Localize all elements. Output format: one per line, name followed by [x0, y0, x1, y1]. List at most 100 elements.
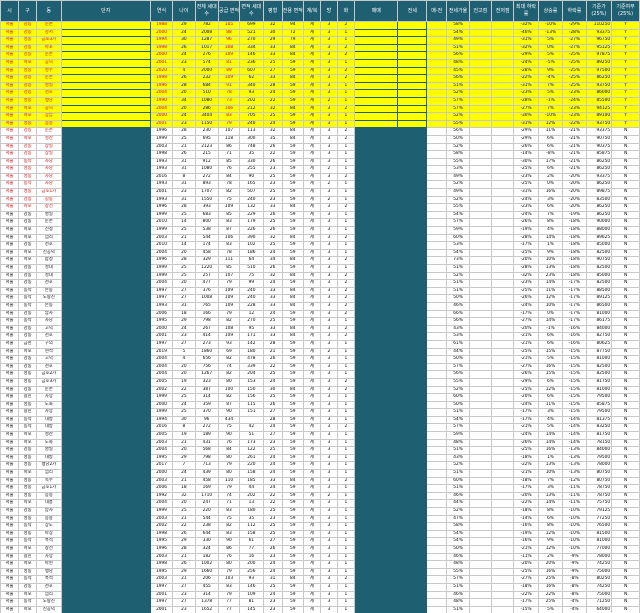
cell-baths[interactable]: 1: [336, 598, 355, 607]
cell-jeonse-rate[interactable]: 49%: [446, 188, 470, 197]
cell-pyeong[interactable]: 34: [262, 256, 283, 265]
cell-pyeong[interactable]: 33: [262, 286, 283, 296]
cell-maemae[interactable]: [353, 355, 399, 364]
cell-pyeong[interactable]: 32: [262, 233, 283, 243]
cell-year[interactable]: 1988: [149, 21, 174, 30]
cell-gu[interactable]: 마포: [18, 256, 38, 265]
cell-jeonse[interactable]: [397, 332, 428, 341]
cell-dong[interactable]: 길동: [36, 195, 62, 205]
cell-gu[interactable]: 마포: [18, 203, 38, 212]
cell-maemae[interactable]: [353, 279, 399, 288]
cell-stairs[interactable]: 계: [302, 279, 321, 288]
cell-exclusive-area[interactable]: 113: [239, 127, 264, 136]
cell-exclusive-area[interactable]: 151: [239, 408, 264, 417]
cell-jeonse-rate[interactable]: 52%: [446, 507, 470, 516]
cell-exclusive-area[interactable]: 240: [239, 119, 264, 129]
table-row[interactable]: 서울 마포 대흥 2004 20 247 71 13 22 59 계 3 1 44% -22% 14% -11%…: [0, 499, 640, 508]
cell-year[interactable]: 1994: [149, 36, 174, 45]
cell-base-yn[interactable]: N: [611, 301, 640, 311]
cell-gap[interactable]: [426, 362, 448, 372]
cell-si[interactable]: 서울: [0, 210, 20, 220]
cell-stairs[interactable]: 계: [302, 507, 321, 516]
cell-max-drop[interactable]: -18%: [513, 507, 539, 516]
table-row[interactable]: 서울 강동 명일 1996 28 684 91 340 28 59 계 3 1 51% -31% 7% -25%…: [0, 81, 640, 91]
cell-supply-area[interactable]: 79: [217, 590, 241, 600]
cell-baths[interactable]: 1: [336, 393, 355, 402]
cell-jeonse-rate[interactable]: 51%: [446, 43, 470, 53]
cell-si[interactable]: 서울: [0, 256, 20, 265]
cell-down-rate[interactable]: -25%: [562, 81, 587, 91]
cell-jeonse-rate[interactable]: 66%: [446, 309, 470, 319]
cell-gap[interactable]: [426, 58, 448, 68]
cell-maemae[interactable]: [353, 552, 399, 562]
cell-gap[interactable]: [426, 347, 448, 357]
table-row[interactable]: 서울 동작 본동 1993 31 765 109 228 33 84 계 3 2 46% -24% 10% -1…: [0, 301, 640, 311]
cell-pyeong[interactable]: 25: [262, 582, 283, 592]
cell-maemae[interactable]: [353, 165, 399, 174]
cell-jeonse-rate[interactable]: 46%: [446, 552, 470, 562]
cell-up-rate[interactable]: 5%: [537, 605, 564, 613]
cell-danji[interactable]: [60, 96, 151, 106]
cell-supply-area[interactable]: 79: [217, 484, 241, 493]
cell-exclusive-pyeong[interactable]: 59: [281, 112, 304, 121]
cell-gu[interactable]: 성동: [18, 461, 38, 471]
cell-base-price[interactable]: 79500: [585, 408, 613, 417]
cell-gu[interactable]: 광진: [18, 552, 38, 562]
cell-si[interactable]: 서울: [0, 21, 20, 30]
cell-danji[interactable]: [60, 522, 151, 531]
cell-jeonse-lowest[interactable]: [468, 203, 493, 212]
cell-maemae[interactable]: [353, 522, 399, 531]
cell-exclusive-area[interactable]: 173: [239, 438, 264, 448]
cell-jeonse[interactable]: [397, 127, 428, 136]
cell-jeonse-rate[interactable]: 53%: [446, 165, 470, 174]
cell-age[interactable]: 29: [172, 317, 196, 326]
cell-base-yn[interactable]: N: [611, 355, 640, 364]
cell-exclusive-pyeong[interactable]: 59: [281, 393, 304, 402]
cell-down-rate[interactable]: -8%: [562, 590, 587, 600]
cell-year[interactable]: 2004: [149, 355, 174, 364]
cell-stairs[interactable]: 계: [302, 582, 321, 592]
cell-stairs[interactable]: 계: [302, 218, 321, 228]
cell-baths[interactable]: 2: [336, 476, 355, 486]
cell-base-yn[interactable]: N: [611, 210, 640, 220]
cell-base-yn[interactable]: N: [611, 544, 640, 554]
cell-age[interactable]: 27: [172, 598, 196, 607]
cell-baths[interactable]: 1: [336, 157, 355, 167]
cell-maemae[interactable]: [353, 96, 399, 106]
cell-dong[interactable]: 신정: [36, 226, 62, 235]
cell-pyeong[interactable]: 24: [262, 248, 283, 258]
cell-jeonse-lowest[interactable]: [468, 431, 493, 440]
cell-year[interactable]: 2000: [149, 51, 174, 60]
cell-jeonse-lowest[interactable]: [468, 499, 493, 508]
cell-jeonse-ratio[interactable]: [490, 491, 515, 501]
cell-danji[interactable]: [60, 309, 151, 319]
cell-age[interactable]: 28: [172, 81, 196, 91]
cell-stairs[interactable]: 계: [302, 461, 321, 471]
cell-jeonse-ratio[interactable]: [490, 582, 515, 592]
cell-jeonse-ratio[interactable]: [490, 552, 515, 562]
cell-base-yn[interactable]: N: [611, 157, 640, 167]
cell-up-rate[interactable]: 14%: [537, 233, 564, 243]
cell-danji[interactable]: [60, 51, 151, 60]
cell-up-rate[interactable]: 6%: [537, 393, 564, 402]
cell-base-price[interactable]: 95125: [585, 43, 613, 53]
cell-pyeong[interactable]: 22: [262, 150, 283, 159]
cell-down-rate[interactable]: -15%: [562, 385, 587, 395]
cell-si[interactable]: 서울: [0, 400, 20, 410]
cell-down-rate[interactable]: -20%: [562, 180, 587, 190]
cell-base-yn[interactable]: N: [611, 165, 640, 174]
cell-supply-area[interactable]: 111: [217, 256, 241, 265]
cell-age[interactable]: 23: [172, 332, 196, 341]
cell-stairs[interactable]: 계: [302, 355, 321, 364]
cell-stairs[interactable]: 계: [302, 36, 321, 45]
cell-jeonse-rate[interactable]: 50%: [446, 355, 470, 364]
cell-si[interactable]: 서울: [0, 598, 20, 607]
cell-exclusive-pyeong[interactable]: 84: [281, 332, 304, 341]
cell-jeonse[interactable]: [397, 165, 428, 174]
col-supply-area[interactable]: 공급 면적: [217, 0, 241, 22]
cell-stairs[interactable]: 계: [302, 560, 321, 569]
cell-down-rate[interactable]: -15%: [562, 370, 587, 379]
cell-danji[interactable]: [60, 499, 151, 508]
cell-base-price[interactable]: 110250: [585, 21, 613, 30]
cell-maemae[interactable]: [353, 476, 399, 486]
